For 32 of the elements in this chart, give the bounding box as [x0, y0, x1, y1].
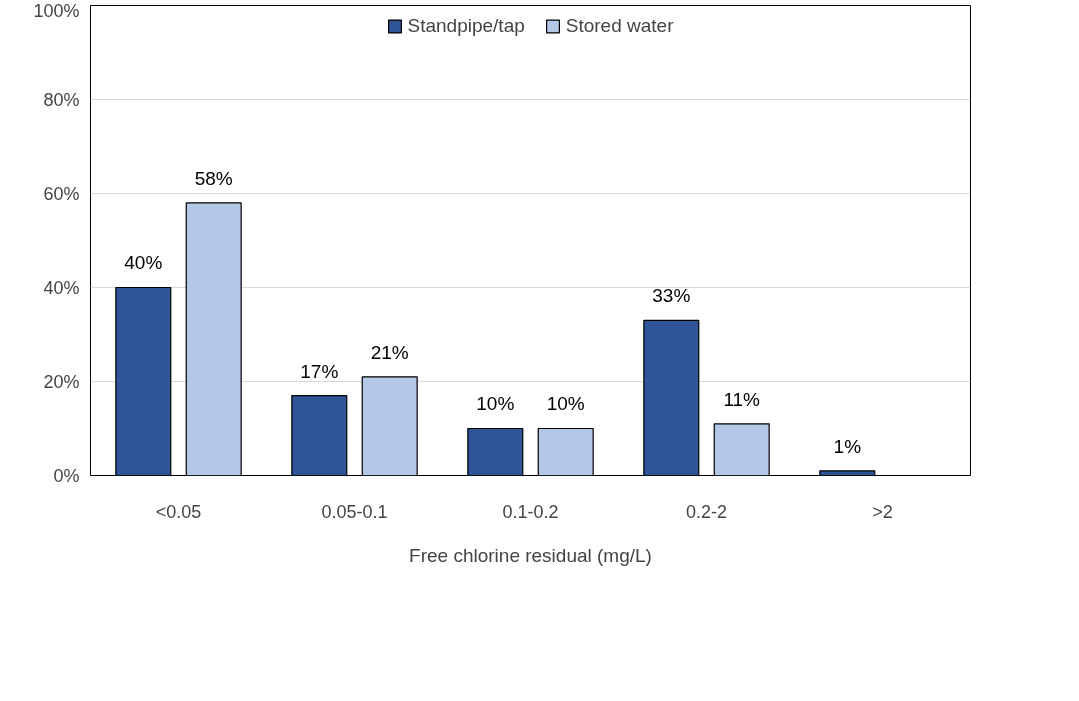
legend-label: Standpipe/tap — [407, 15, 525, 37]
y-tick-label: 40% — [43, 277, 80, 298]
data-label: 40% — [124, 252, 163, 274]
data-label: 33% — [652, 285, 691, 307]
bar — [291, 395, 348, 476]
x-tick-label: >2 — [872, 501, 893, 522]
legend-label: Stored water — [565, 15, 674, 37]
x-axis-title: Free chlorine residual (mg/L) — [409, 544, 652, 566]
data-label: 17% — [300, 360, 339, 382]
y-tick-label: 100% — [33, 0, 80, 21]
bar — [643, 319, 700, 476]
x-tick-label: 0.05-0.1 — [321, 501, 388, 522]
x-tick-label: <0.05 — [155, 501, 202, 522]
bar — [537, 427, 594, 476]
bar — [361, 376, 418, 476]
x-tick-label: 0.2-2 — [685, 501, 728, 522]
bar — [185, 202, 242, 476]
data-label: 21% — [370, 341, 409, 363]
data-label: 10% — [476, 393, 515, 415]
y-tick-label: 0% — [53, 465, 80, 486]
bar — [467, 427, 524, 476]
y-tick-label: 80% — [43, 89, 80, 110]
data-label: 1% — [833, 435, 862, 457]
y-tick-label: 60% — [43, 183, 80, 204]
data-label: 10% — [546, 393, 585, 415]
data-label: 58% — [194, 167, 233, 189]
y-tick-label: 20% — [43, 371, 80, 392]
x-tick-label: 0.1-0.2 — [502, 501, 559, 522]
bar — [713, 423, 770, 476]
data-label: 11% — [723, 388, 761, 410]
bar — [819, 470, 876, 476]
bar — [115, 286, 172, 476]
